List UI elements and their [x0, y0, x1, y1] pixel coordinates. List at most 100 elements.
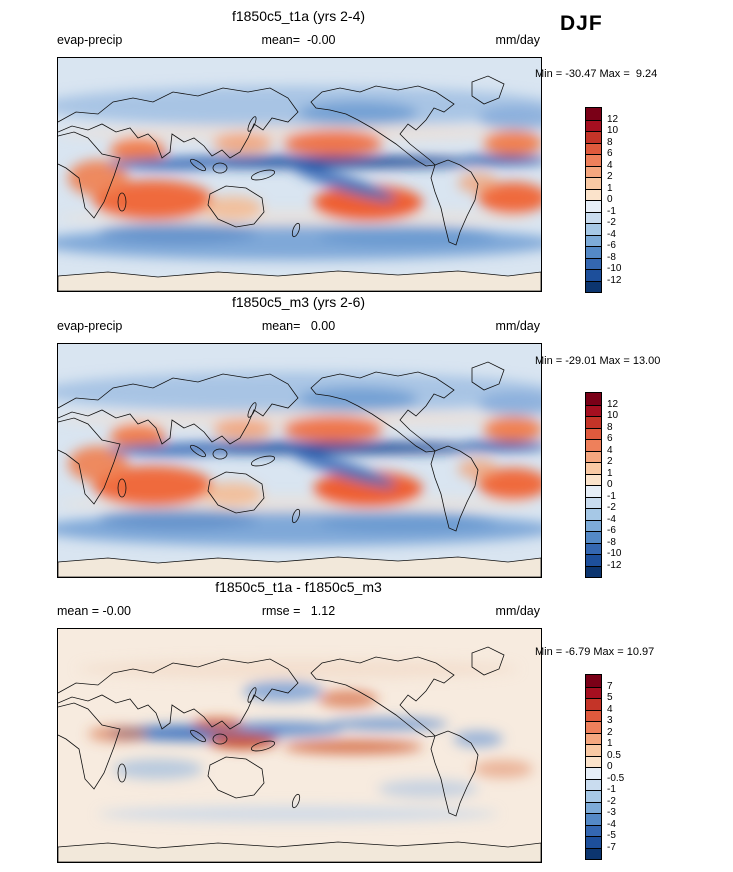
panel1-minmax-label: Min = -30.47 Max = 9.24: [535, 68, 658, 80]
panel2-stat-row: evap-precip mean= 0.00 mm/day: [57, 319, 540, 335]
colorbar-cell: [586, 269, 601, 281]
colorbar-cell: [586, 755, 601, 767]
colorbar-tick-label: 0.5: [607, 749, 621, 761]
colorbar-tick-label: -1: [607, 490, 616, 502]
colorbar-cell: [586, 393, 601, 405]
colorbar-tick-label: -4: [607, 818, 616, 830]
panel3-minmax-label: Min = -6.79 Max = 10.97: [535, 646, 655, 658]
colorbar-cell: [586, 473, 601, 485]
colorbar-cell: [586, 257, 601, 269]
colorbar-tick-label: 8: [607, 136, 613, 148]
colorbar-cell: [586, 790, 601, 802]
panel3-mean-label: mean = -0.00: [57, 604, 132, 618]
panel3-units-label: mm/day: [495, 604, 540, 618]
colorbar-tick-label: 8: [607, 421, 613, 433]
colorbar-cell: [586, 211, 601, 223]
colorbar-cell: [586, 554, 601, 566]
colorbar-cell: [586, 698, 601, 710]
colorbar-tick-label: -1: [607, 205, 616, 217]
colorbar-cell: [586, 223, 601, 235]
colorbar-tick-label: 0: [607, 479, 613, 490]
panel2-units-label: mm/day: [495, 319, 540, 333]
colorbar-tick-label: -2: [607, 795, 616, 807]
colorbar-tick-label: 4: [607, 159, 613, 171]
colorbar-tick-label: -7: [607, 841, 616, 853]
colorbar-cell: [586, 767, 601, 779]
colorbar-tick-label: 10: [607, 410, 619, 421]
colorbar-tick-label: -2: [607, 502, 616, 513]
colorbar-tick-label: 12: [607, 113, 619, 125]
colorbar-tick-label: 4: [607, 444, 613, 456]
colorbar-tick-label: 3: [607, 715, 613, 726]
colorbar-tick-label: -2: [607, 217, 616, 228]
panel1-mean-label: mean= -0.00: [261, 33, 336, 47]
panel1-colorbar: 12 10 8 6 4 2 1 0 -1 -2 -4 -6 -8 -10 -12: [585, 107, 621, 293]
colorbar-tick-label: -8: [607, 536, 616, 548]
panel2-title: f1850c5_m3 (yrs 2-6): [231, 294, 366, 310]
colorbar-tick-label: -10: [607, 263, 622, 274]
colorbar-cell: [586, 496, 601, 508]
colorbar-cell: [586, 154, 601, 166]
colorbar-tick-label: -1: [607, 784, 616, 795]
colorbar-tick-label: 0: [607, 194, 613, 205]
colorbar-tick-label: -12: [607, 559, 622, 571]
colorbar-tick-label: -5: [607, 830, 616, 841]
colorbar-cell: [586, 744, 601, 756]
panel3-stat-row: mean = -0.00 rmse = 1.12 mm/day: [57, 604, 540, 620]
panel2-map: [57, 343, 542, 578]
colorbar-tick-label: -8: [607, 251, 616, 263]
panel3-map: [57, 628, 542, 863]
colorbar-tick-label: 6: [607, 148, 613, 159]
colorbar-tick-label: 4: [607, 703, 613, 715]
colorbar-tick-label: -0.5: [607, 772, 625, 784]
colorbar-cell: [586, 508, 601, 520]
colorbar-cell: [586, 200, 601, 212]
colorbar-cell: [586, 778, 601, 790]
colorbar-tick-label: 0: [607, 761, 613, 772]
panel1-map-svg: [58, 58, 541, 291]
colorbar-cell: [586, 450, 601, 462]
colorbar-tick-label: 2: [607, 456, 613, 467]
panel3-map-svg: [58, 629, 541, 862]
panel2-mean-label: mean= 0.00: [261, 319, 336, 333]
colorbar-cell: [586, 416, 601, 428]
panel1-title: f1850c5_t1a (yrs 2-4): [231, 8, 366, 24]
panel2-map-svg: [58, 344, 541, 577]
panel2-colorbar: 12 10 8 6 4 2 1 0 -1 -2 -4 -6 -8 -10 -12: [585, 392, 621, 578]
colorbar-cell: [586, 836, 601, 848]
colorbar-cell: [586, 813, 601, 825]
colorbar-cell: [586, 131, 601, 143]
colorbar-cell: [586, 165, 601, 177]
panel1-variable-label: evap-precip: [57, 33, 123, 47]
colorbar-tick-label: 2: [607, 726, 613, 738]
colorbar-tick-label: -6: [607, 525, 616, 536]
colorbar-cell: [586, 234, 601, 246]
colorbar-tick-label: -10: [607, 548, 622, 559]
panel2-variable-label: evap-precip: [57, 319, 123, 333]
colorbar-cell: [586, 565, 601, 577]
colorbar-tick-label: 5: [607, 692, 613, 703]
panel3-title: f1850c5_t1a - f1850c5_m3: [215, 579, 382, 595]
colorbar-cell: [586, 847, 601, 859]
colorbar-tick-label: -4: [607, 513, 616, 525]
colorbar-cell: [586, 404, 601, 416]
colorbar-tick-label: 10: [607, 125, 619, 136]
colorbar-tick-label: 2: [607, 171, 613, 182]
colorbar-cell: [586, 801, 601, 813]
colorbar-tick-label: 12: [607, 398, 619, 410]
colorbar-cell: [586, 439, 601, 451]
colorbar-cell: [586, 177, 601, 189]
colorbar-tick-label: 1: [607, 738, 613, 749]
colorbar-cell: [586, 427, 601, 439]
colorbar-tick-label: -6: [607, 240, 616, 251]
colorbar-tick-label: -4: [607, 228, 616, 240]
colorbar-cell: [586, 142, 601, 154]
colorbar-tick-label: 6: [607, 433, 613, 444]
colorbar-tick-label: -3: [607, 807, 616, 818]
colorbar-cell: [586, 119, 601, 131]
colorbar-cell: [586, 246, 601, 258]
colorbar-cell: [586, 686, 601, 698]
colorbar-cell: [586, 732, 601, 744]
colorbar-cell: [586, 721, 601, 733]
